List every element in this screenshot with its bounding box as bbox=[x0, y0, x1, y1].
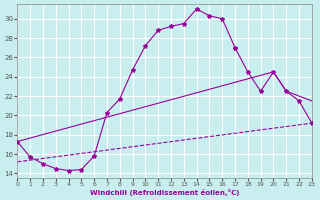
X-axis label: Windchill (Refroidissement éolien,°C): Windchill (Refroidissement éolien,°C) bbox=[90, 189, 239, 196]
